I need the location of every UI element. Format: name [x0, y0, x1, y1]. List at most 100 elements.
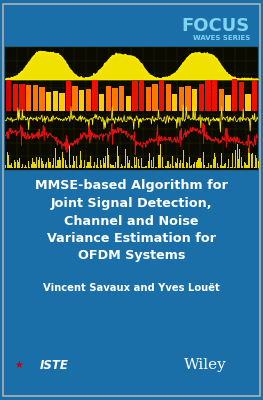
Bar	[187, 163, 188, 168]
Bar	[41, 158, 42, 168]
Bar	[86, 166, 87, 168]
Bar	[53, 158, 54, 168]
Bar	[218, 167, 219, 168]
Bar	[189, 156, 190, 168]
Bar	[239, 82, 244, 111]
Bar	[152, 167, 153, 168]
Bar	[84, 160, 85, 168]
Bar	[184, 167, 185, 168]
Bar	[134, 157, 135, 168]
Bar	[26, 166, 27, 168]
Bar	[193, 164, 194, 168]
Bar	[220, 165, 221, 168]
Text: FOCUS: FOCUS	[181, 17, 250, 35]
Bar	[69, 145, 70, 168]
Bar	[64, 160, 65, 168]
Bar	[131, 166, 132, 168]
Bar	[185, 86, 191, 111]
Bar	[139, 166, 140, 168]
Bar	[231, 167, 232, 168]
Text: WAVES SERIES: WAVES SERIES	[193, 35, 250, 41]
Bar	[62, 152, 63, 168]
Bar	[242, 166, 243, 168]
Bar	[180, 160, 181, 168]
Bar	[91, 166, 92, 168]
Bar	[46, 162, 47, 168]
Bar	[199, 84, 204, 111]
Bar	[117, 146, 118, 168]
Bar	[110, 164, 111, 168]
Bar	[73, 156, 74, 168]
Bar	[249, 152, 250, 168]
Bar	[45, 164, 46, 168]
Bar	[14, 160, 15, 168]
Bar	[76, 156, 77, 168]
Bar	[159, 80, 164, 111]
Bar	[254, 166, 255, 168]
Bar	[145, 166, 146, 168]
Bar	[25, 165, 26, 168]
Bar	[43, 164, 44, 168]
Bar	[191, 165, 193, 168]
Bar	[72, 165, 73, 168]
Bar	[246, 165, 247, 168]
Text: Joint Signal Detection,: Joint Signal Detection,	[51, 198, 212, 210]
Bar	[135, 165, 136, 168]
Bar	[172, 156, 173, 168]
Bar	[77, 166, 78, 168]
Bar	[176, 163, 177, 168]
Bar	[124, 166, 125, 168]
Bar	[70, 165, 71, 168]
Bar	[106, 86, 111, 111]
Bar	[241, 157, 242, 168]
Bar	[79, 165, 80, 168]
Bar	[160, 144, 161, 168]
Bar	[55, 148, 56, 168]
Bar	[98, 167, 99, 168]
Bar	[21, 167, 22, 168]
Bar	[173, 166, 174, 168]
Bar	[245, 163, 246, 168]
Bar	[146, 166, 147, 168]
Bar	[232, 79, 237, 111]
Bar	[122, 166, 123, 168]
Bar	[113, 165, 114, 168]
Text: Channel and Noise: Channel and Noise	[64, 215, 199, 228]
Bar	[101, 165, 102, 168]
Bar	[103, 158, 104, 168]
Bar	[221, 153, 222, 168]
Text: Vincent Savaux and Yves Louët: Vincent Savaux and Yves Louët	[43, 283, 220, 293]
Bar	[162, 157, 163, 168]
Bar	[105, 156, 107, 168]
Bar	[31, 164, 32, 168]
Bar	[172, 94, 178, 111]
Bar	[222, 166, 224, 168]
Bar	[112, 88, 118, 111]
Bar	[138, 159, 139, 168]
Bar	[212, 80, 217, 111]
Bar	[88, 162, 89, 168]
Bar	[170, 164, 171, 168]
Bar	[163, 167, 164, 168]
Bar	[32, 158, 33, 168]
Bar	[53, 91, 58, 111]
Bar	[28, 161, 29, 168]
Bar	[177, 158, 178, 168]
Bar	[39, 157, 40, 168]
Bar	[206, 167, 207, 168]
Text: OFDM Systems: OFDM Systems	[78, 249, 185, 262]
Bar	[79, 90, 84, 111]
Bar	[225, 95, 231, 111]
Bar	[232, 153, 233, 168]
Bar	[204, 165, 205, 168]
Bar	[219, 89, 224, 111]
Bar	[33, 84, 38, 111]
Bar	[156, 167, 157, 168]
Bar	[142, 167, 143, 168]
Bar	[73, 86, 78, 111]
Bar	[203, 152, 204, 168]
Bar	[50, 162, 52, 168]
Bar	[18, 162, 19, 168]
Bar	[169, 167, 170, 168]
Bar	[22, 164, 23, 168]
